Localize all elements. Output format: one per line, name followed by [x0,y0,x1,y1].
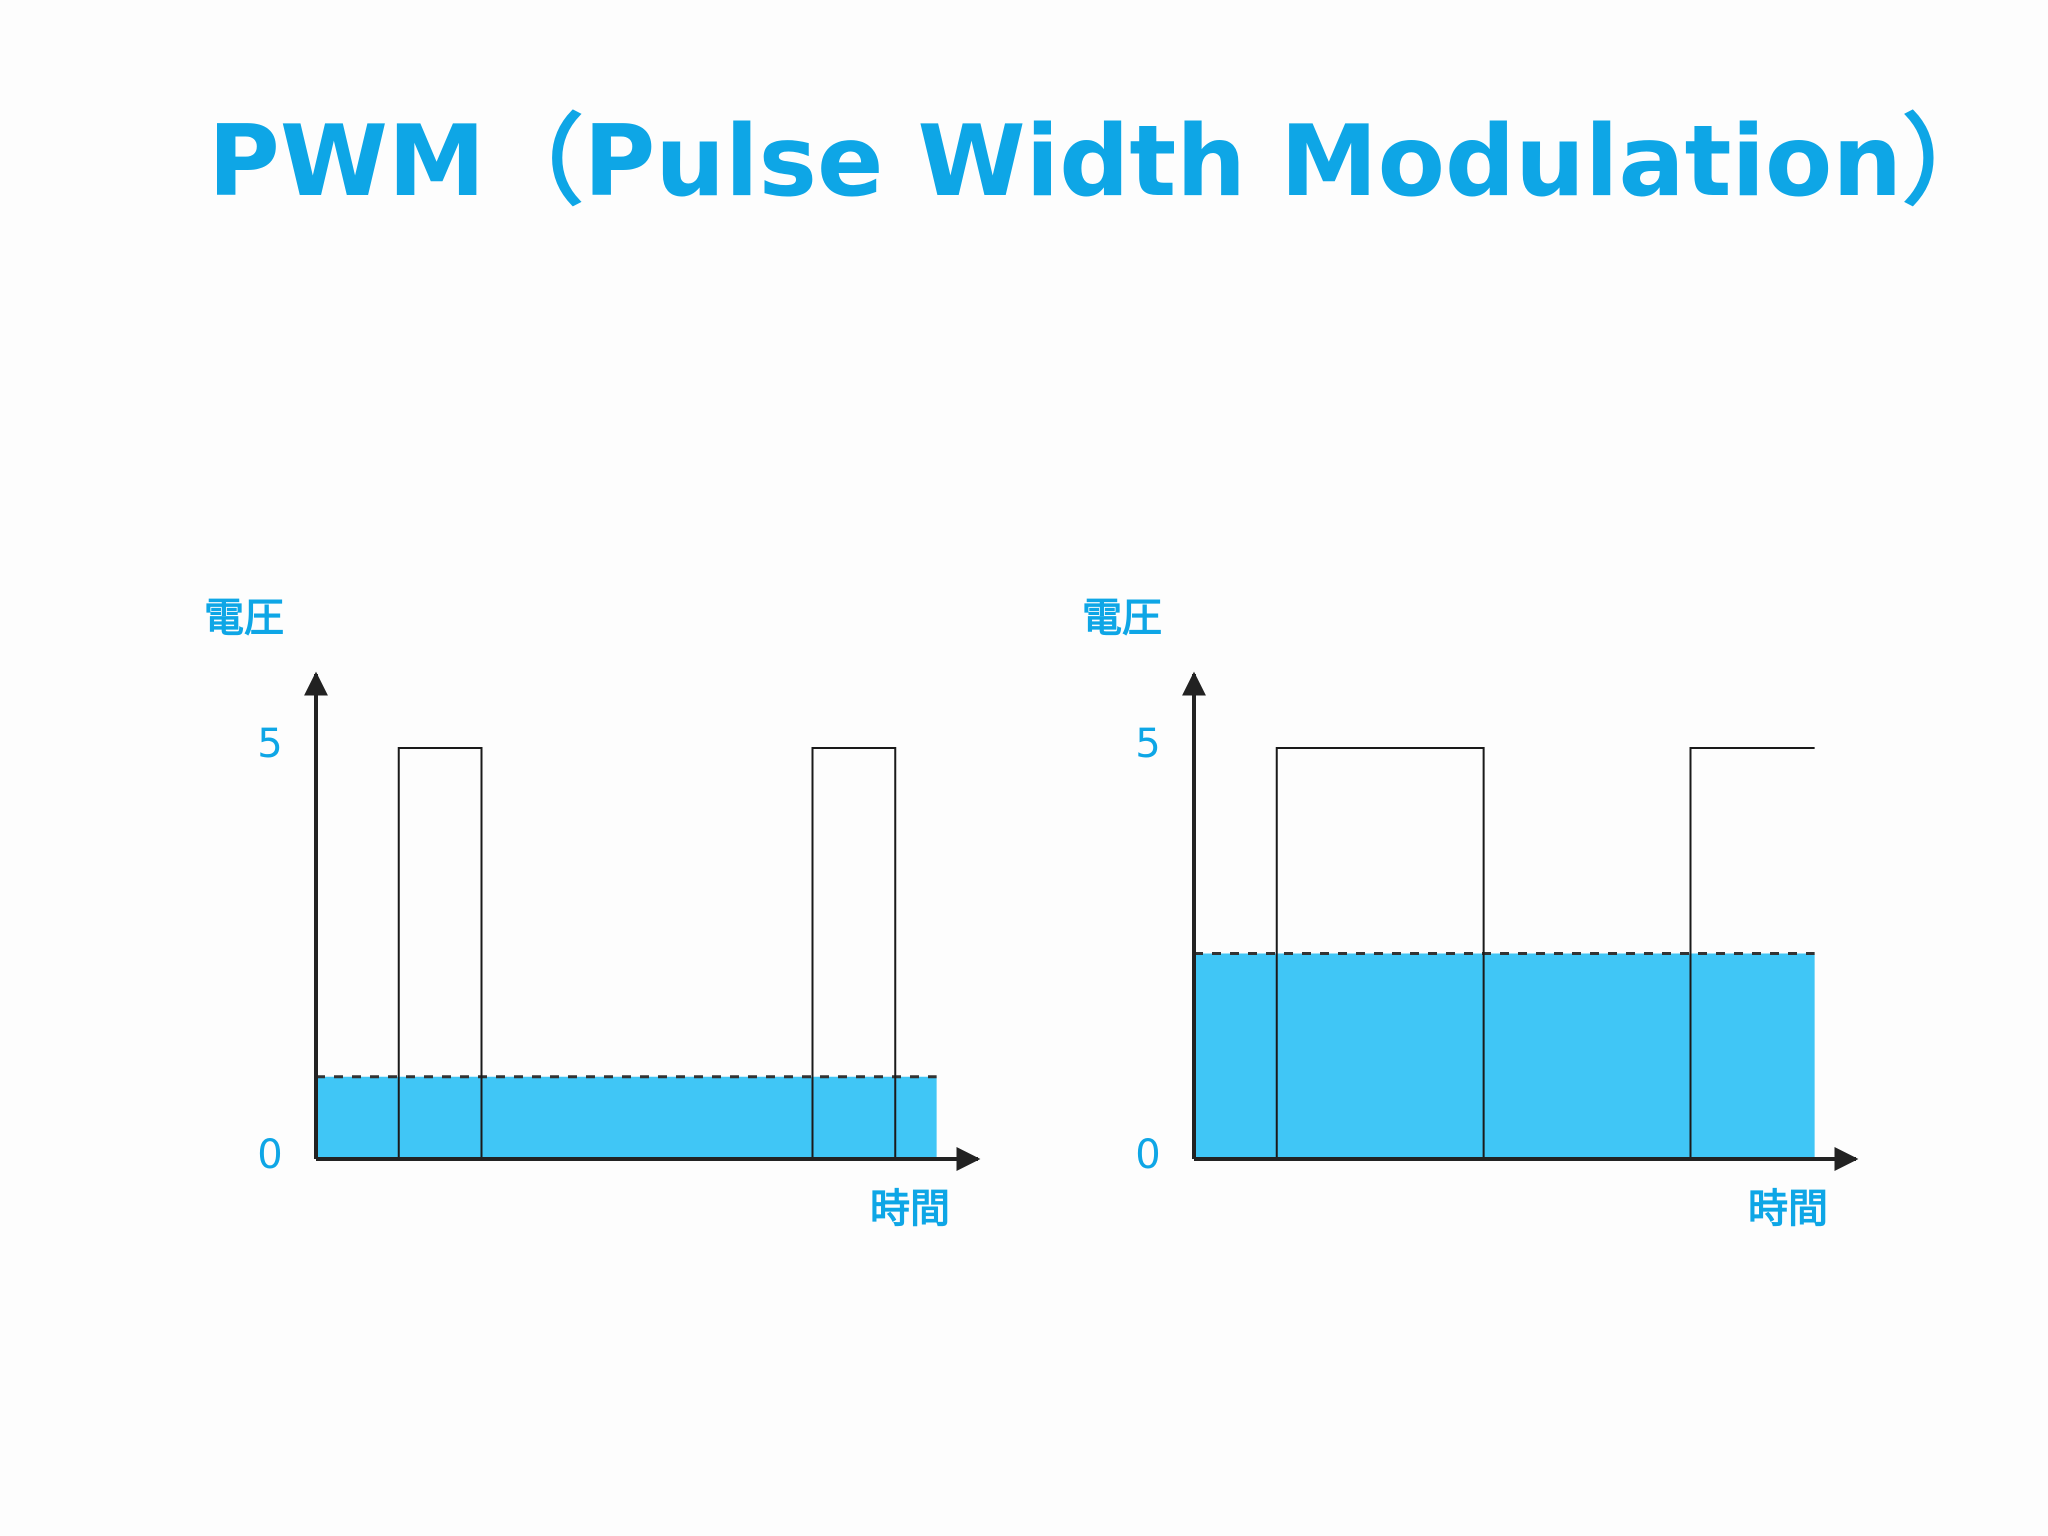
y-axis-label: 電圧 [1082,595,1162,641]
average-area [316,1076,937,1159]
slide-title: PWM（Pulse Width Modulation） [208,105,2000,219]
y-axis-label: 電圧 [204,595,284,641]
y-tick-label: 5 [1135,721,1160,767]
y-tick-label: 0 [1135,1132,1160,1178]
y-tick-label: 0 [257,1132,282,1178]
y-tick-label: 5 [257,721,282,767]
signal-line [1194,746,1815,1160]
x-axis-label: 時間 [870,1186,950,1232]
x-axis-label: 時間 [1748,1186,1828,1232]
average-area [1194,953,1815,1159]
